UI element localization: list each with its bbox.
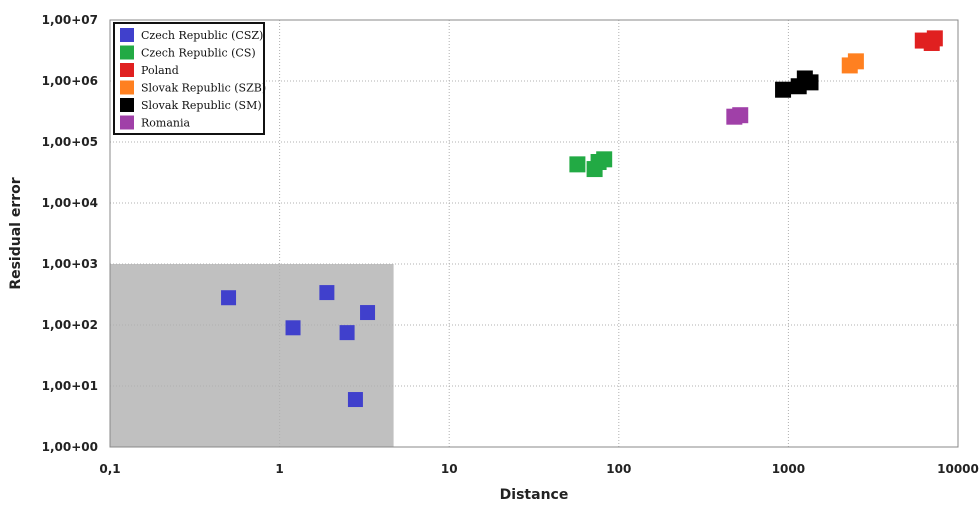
- x-tick-label: 1: [275, 462, 283, 476]
- plot-area-border: [109, 19, 959, 448]
- y-tick-label: 1,00+03: [42, 257, 98, 271]
- y-tick-label: 1,00+06: [42, 74, 98, 88]
- legend-swatch: [120, 28, 134, 42]
- data-point: [926, 30, 943, 47]
- x-axis-title: Distance: [500, 487, 569, 503]
- y-tick-label: 1,00+04: [42, 196, 98, 210]
- legend-box: [113, 22, 265, 135]
- shaded-region: [110, 264, 394, 447]
- legend-label: Slovak Republic (SZB): [141, 82, 266, 95]
- x-axis-ticks: 0,1 1 10 100 1000 10000: [99, 462, 979, 476]
- data-point: [847, 53, 864, 70]
- legend-label: Romania: [141, 117, 190, 130]
- legend-label: Czech Republic (CSZ): [141, 29, 263, 42]
- y-tick-label: 1,00+05: [42, 135, 98, 149]
- y-axis-title: Residual error: [8, 177, 24, 289]
- legend-label: Czech Republic (CS): [141, 47, 256, 60]
- data-point: [319, 285, 335, 301]
- legend-swatch: [120, 98, 134, 112]
- legend-label: Poland: [141, 64, 179, 77]
- legend-label: Slovak Republic (SM): [141, 99, 262, 112]
- shaded-region-group: [110, 264, 394, 447]
- data-point: [732, 107, 749, 124]
- x-tick-label: 0,1: [99, 462, 120, 476]
- x-tick-label: 10000: [937, 462, 979, 476]
- data-points: [221, 30, 943, 408]
- data-point: [802, 74, 819, 91]
- legend-swatch: [120, 45, 134, 60]
- x-tick-label: 10: [441, 462, 458, 476]
- legend-swatch: [120, 115, 134, 130]
- data-point: [347, 392, 363, 408]
- y-tick-label: 1,00+00: [42, 440, 98, 454]
- x-tick-label: 100: [606, 462, 631, 476]
- x-tick-label: 1000: [772, 462, 805, 476]
- data-point: [775, 81, 792, 98]
- legend-swatch: [120, 63, 134, 77]
- legend: Czech Republic (CSZ) Czech Republic (CS) P…: [113, 22, 266, 135]
- data-point: [285, 320, 301, 336]
- data-point: [221, 290, 237, 306]
- legend-swatch: [120, 80, 134, 95]
- data-point: [569, 156, 586, 173]
- data-point: [596, 151, 613, 168]
- data-point: [360, 305, 376, 321]
- y-tick-label: 1,00+02: [42, 318, 98, 332]
- y-tick-label: 1,00+07: [42, 13, 98, 27]
- y-axis-ticks: 1,00+00 1,00+01 1,00+02 1,00+03 1,00+04 1,00+…: [42, 13, 98, 454]
- y-tick-label: 1,00+01: [42, 379, 98, 393]
- data-point: [339, 325, 355, 341]
